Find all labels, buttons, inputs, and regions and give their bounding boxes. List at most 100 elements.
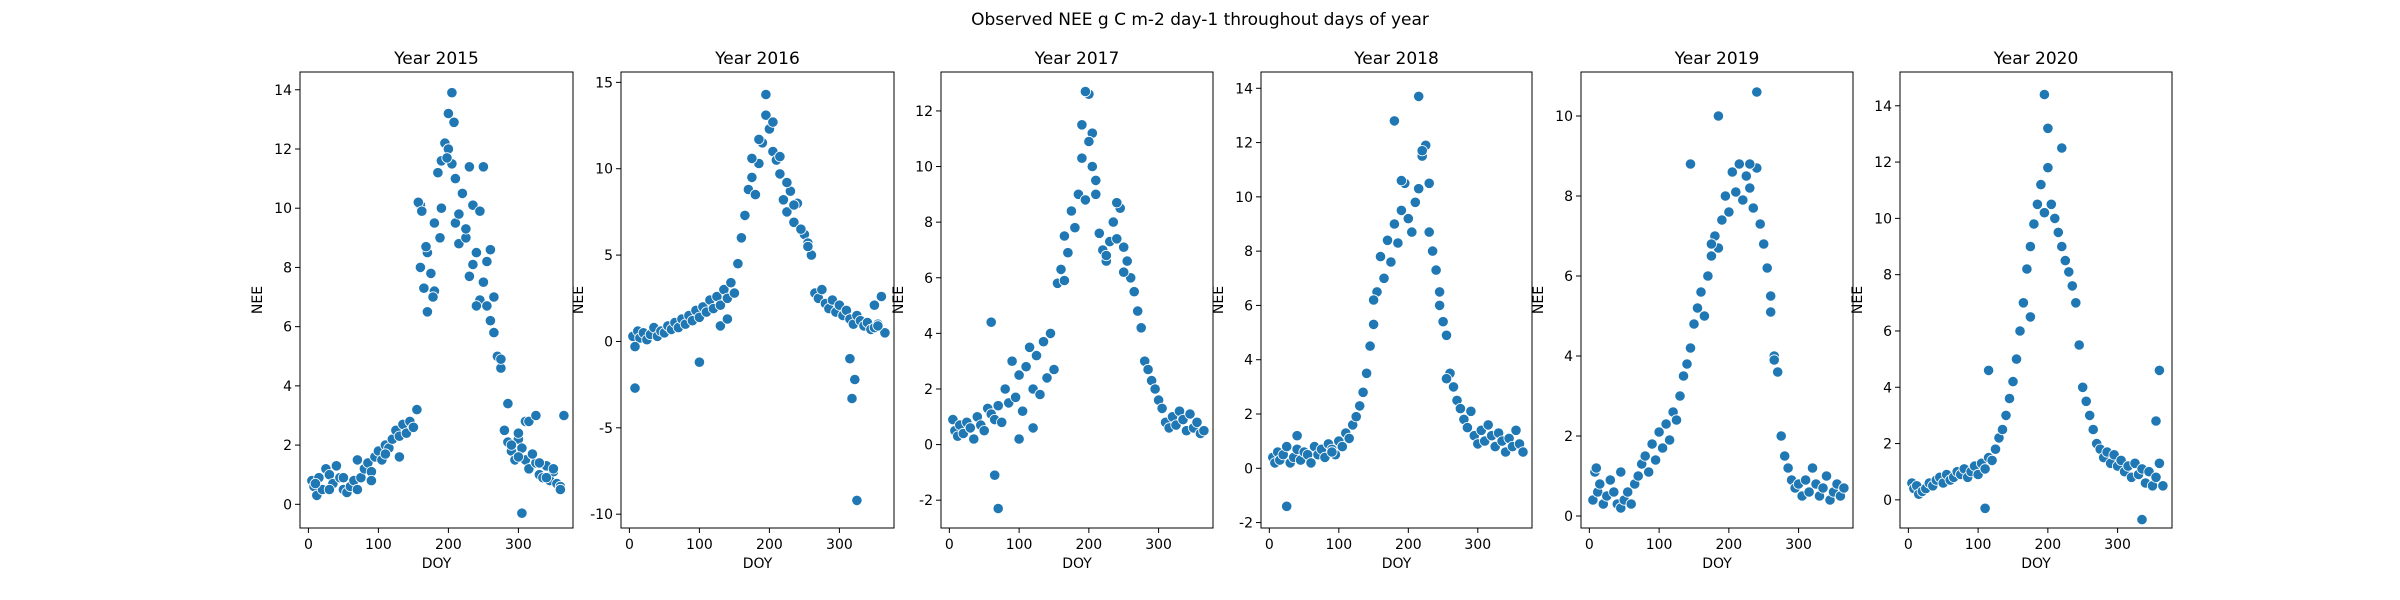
data-point [2014, 325, 2026, 337]
data-point [1132, 305, 1144, 317]
data-point [2157, 480, 2169, 492]
x-tick-label: 300 [1145, 537, 1172, 553]
data-point [1643, 466, 1655, 478]
data-point [1343, 432, 1355, 444]
data-point [1427, 245, 1439, 257]
scatter-points [627, 88, 891, 506]
panel-title: Year 2018 [1353, 49, 1439, 69]
y-tick-label: 12 [1235, 136, 1253, 152]
data-point [2070, 297, 2082, 309]
data-point [2031, 198, 2044, 210]
scatter-points [306, 87, 570, 519]
data-point [872, 320, 884, 332]
x-axis-label: DOY [1382, 556, 1412, 572]
data-point [781, 206, 793, 218]
data-point [1517, 446, 1529, 458]
data-point [2150, 471, 2162, 483]
data-point [1465, 405, 1477, 417]
data-point [1744, 182, 1756, 194]
x-tick-label: 100 [686, 537, 713, 553]
data-point [1016, 405, 1029, 417]
data-point [1983, 364, 1995, 376]
data-point [992, 502, 1004, 515]
y-axis-label: NEE [891, 286, 907, 314]
x-tick-label: 200 [1395, 537, 1422, 553]
x-tick-label: 0 [945, 537, 954, 553]
data-point [2010, 353, 2023, 365]
data-point [1062, 247, 1074, 259]
data-point [427, 291, 439, 303]
y-tick-label: -2 [919, 493, 933, 509]
y-tick-label: 14 [274, 83, 292, 99]
data-point [1674, 390, 1686, 402]
data-point [1006, 355, 1018, 367]
y-tick-label: 14 [1874, 99, 1892, 115]
y-tick-label: 0 [924, 438, 933, 454]
data-point [558, 409, 570, 422]
x-tick-label: 0 [304, 537, 313, 553]
panel-title: Year 2019 [1674, 49, 1760, 69]
x-tick-label: 100 [365, 537, 392, 553]
chart-panel-6: 0 100 200 300 0 2 4 6 8 10 12 14 Year 2020 DOY NEE [1850, 49, 2173, 572]
data-point [1357, 386, 1369, 398]
panel-title: Year 2017 [1034, 49, 1120, 69]
data-point [1076, 152, 1088, 164]
data-point [1423, 226, 1435, 238]
y-tick-label: 10 [1555, 109, 1573, 125]
data-point [337, 472, 349, 484]
y-axis-label: NEE [571, 286, 587, 314]
data-point [1058, 274, 1071, 287]
data-point [351, 483, 363, 496]
data-point [1604, 474, 1616, 486]
data-point [1989, 443, 2002, 455]
data-point [1681, 358, 1693, 370]
data-point [2077, 381, 2089, 393]
y-tick-label: 2 [1883, 437, 1892, 453]
data-point [2024, 311, 2037, 323]
data-point [1996, 423, 2009, 436]
y-tick-label: 4 [1244, 353, 1253, 369]
x-tick-label: 0 [625, 537, 634, 553]
y-tick-label: 8 [1883, 268, 1892, 284]
data-point [516, 507, 528, 519]
data-point [1664, 434, 1676, 446]
data-point [1684, 158, 1697, 170]
data-point [1653, 426, 1665, 438]
data-point [816, 283, 828, 296]
data-point [1364, 340, 1376, 352]
data-point [1142, 363, 1154, 376]
y-tick-label: 5 [604, 248, 613, 264]
x-tick-label: 100 [1325, 537, 1352, 553]
data-point [964, 422, 976, 434]
data-point [868, 299, 881, 311]
data-point [2021, 263, 2033, 275]
data-point [1434, 286, 1446, 298]
scatter-points [1906, 88, 2169, 526]
data-point [999, 383, 1011, 395]
data-point [1086, 160, 1098, 173]
y-tick-label: 8 [283, 260, 292, 276]
y-tick-label: 0 [1564, 509, 1573, 525]
data-point [992, 400, 1004, 412]
data-point [1454, 402, 1467, 415]
data-point [1723, 206, 1735, 218]
data-point [425, 267, 437, 279]
data-point [2150, 415, 2162, 427]
data-point [1615, 466, 1627, 478]
x-tick-label: 300 [826, 537, 853, 553]
data-point [1806, 462, 1819, 474]
data-point [1041, 372, 1053, 384]
data-point [351, 454, 363, 466]
data-point [1121, 255, 1133, 267]
x-tick-label: 200 [2034, 537, 2061, 553]
data-point [530, 409, 542, 422]
data-point [2045, 198, 2057, 210]
data-point [1684, 342, 1697, 354]
y-tick-label: 4 [1883, 380, 1892, 396]
data-point [309, 477, 321, 490]
data-point [448, 116, 460, 128]
data-point [498, 424, 510, 436]
data-point [851, 494, 863, 506]
y-tick-label: 6 [924, 271, 933, 287]
data-point [1691, 302, 1704, 314]
